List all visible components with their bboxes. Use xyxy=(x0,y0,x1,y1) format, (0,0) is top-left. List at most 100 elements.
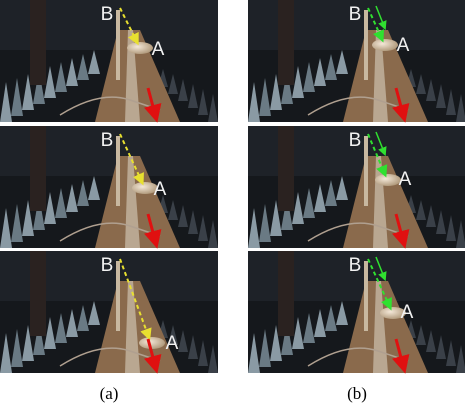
absorber-spike xyxy=(88,301,100,325)
absorber-spike xyxy=(325,54,337,80)
path-arrow xyxy=(119,7,139,46)
absorber-spike xyxy=(303,62,315,92)
absorber-spike xyxy=(325,180,337,206)
absorber-spike xyxy=(446,215,456,241)
label-a: A xyxy=(154,179,167,200)
absorber-spike xyxy=(88,176,100,200)
absorber-spike xyxy=(456,345,465,373)
absorber-spike xyxy=(303,188,315,218)
label-b: B xyxy=(101,255,114,276)
absorber-spike xyxy=(55,188,67,218)
label-a: A xyxy=(399,169,412,190)
photo-panel: BA xyxy=(248,251,465,374)
motion-arrow xyxy=(391,87,410,123)
mast xyxy=(116,10,120,80)
absorber-spike xyxy=(436,210,446,234)
mast xyxy=(116,136,120,206)
absorber-spike xyxy=(178,330,188,352)
path-arrow xyxy=(367,258,392,311)
absorber-spike xyxy=(55,313,67,343)
absorber-spike xyxy=(270,74,282,110)
absorber-spike xyxy=(77,54,89,80)
antenna-disc xyxy=(375,174,401,186)
absorber-spike xyxy=(314,184,326,212)
direct-arrow xyxy=(375,5,387,31)
door-pillar xyxy=(278,251,294,336)
absorber-spike xyxy=(11,78,23,116)
absorber-spike xyxy=(0,208,12,248)
door-pillar xyxy=(278,0,294,85)
absorber-spike xyxy=(33,196,45,230)
absorber-spike xyxy=(178,79,188,101)
absorber-spike xyxy=(314,58,326,86)
label-a: A xyxy=(152,39,165,60)
antenna-disc xyxy=(127,42,153,54)
absorber-spike xyxy=(0,82,12,122)
antenna-disc xyxy=(372,39,398,51)
absorber-spike xyxy=(44,192,56,224)
motion-arrow xyxy=(143,338,162,374)
absorber-spike xyxy=(416,200,426,220)
absorber-spike xyxy=(436,335,446,359)
absorber-spike xyxy=(44,66,56,98)
absorber-spike xyxy=(178,205,188,227)
absorber-spike xyxy=(55,62,67,92)
absorber-spike xyxy=(11,204,23,242)
motion-arrow xyxy=(143,87,162,123)
absorber-spike xyxy=(168,74,178,94)
absorber-spike xyxy=(77,180,89,206)
absorber-spike xyxy=(188,210,198,234)
absorber-spike xyxy=(208,94,218,122)
mast xyxy=(364,261,368,331)
path-arrow xyxy=(367,7,385,43)
absorber-spike xyxy=(188,335,198,359)
absorber-spike xyxy=(426,79,436,101)
direct-arrow xyxy=(375,256,387,282)
absorber-spike xyxy=(198,215,208,241)
column-caption: (a) xyxy=(100,384,119,403)
absorber-spike xyxy=(248,82,260,122)
path-arrow xyxy=(119,133,144,186)
absorber-spike xyxy=(270,200,282,236)
absorber-spike xyxy=(426,205,436,227)
absorber-spike xyxy=(456,220,465,248)
absorber-spike xyxy=(416,325,426,345)
label-b: B xyxy=(101,130,114,151)
door-pillar xyxy=(278,126,294,211)
label-a: A xyxy=(166,333,179,354)
absorber-spike xyxy=(168,200,178,220)
absorber-spike xyxy=(446,89,456,115)
label-a: A xyxy=(397,35,410,56)
absorber-spike xyxy=(248,333,260,373)
door-pillar xyxy=(30,126,46,211)
absorber-spike xyxy=(446,340,456,366)
absorber-spike xyxy=(292,192,304,224)
absorber-spike xyxy=(66,58,78,86)
absorber-spike xyxy=(88,50,100,74)
label-b: B xyxy=(101,4,114,25)
absorber-spike xyxy=(426,330,436,352)
absorber-spike xyxy=(314,309,326,337)
motion-arrow xyxy=(391,338,410,374)
absorber-spike xyxy=(33,70,45,104)
mast xyxy=(364,136,368,206)
absorber-spike xyxy=(292,317,304,349)
absorber-spike xyxy=(292,66,304,98)
absorber-spike xyxy=(22,325,34,361)
absorber-spike xyxy=(259,204,271,242)
absorber-spike xyxy=(325,305,337,331)
absorber-spike xyxy=(0,333,12,373)
absorber-spike xyxy=(168,325,178,345)
absorber-spike xyxy=(336,301,348,325)
absorber-spike xyxy=(281,70,293,104)
absorber-spike xyxy=(416,74,426,94)
label-b: B xyxy=(349,4,362,25)
absorber-spike xyxy=(22,74,34,110)
absorber-spike xyxy=(44,317,56,349)
absorber-spike xyxy=(436,84,446,108)
mast xyxy=(116,261,120,331)
photo-panel: BA xyxy=(0,126,218,249)
absorber-spike xyxy=(281,196,293,230)
